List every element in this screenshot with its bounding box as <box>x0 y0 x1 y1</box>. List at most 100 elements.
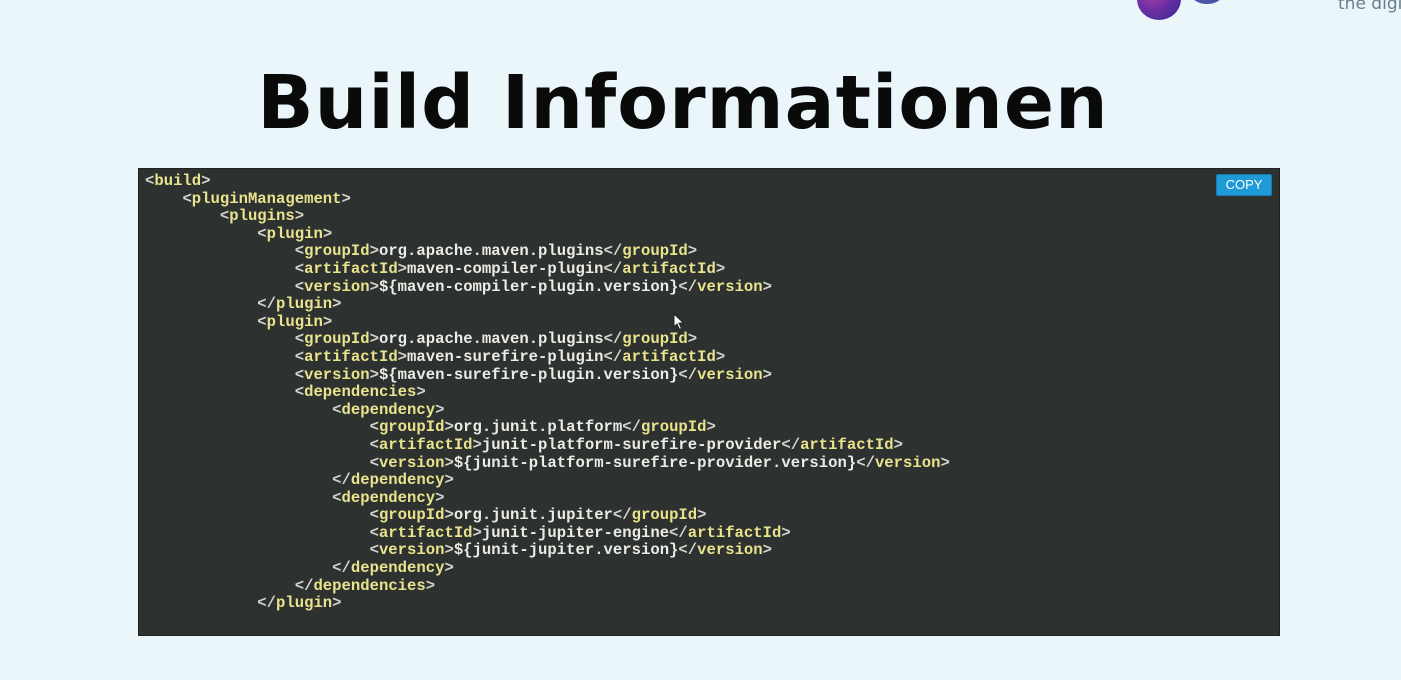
code-tag-name: pluginManagement <box>191 189 342 208</box>
code-text-value: maven-compiler-plugin <box>407 259 604 278</box>
code-line: <version>${maven-surefire-plugin.version… <box>145 365 950 385</box>
code-line: <version>${maven-compiler-plugin.version… <box>145 277 950 297</box>
code-punctuation: > <box>201 172 211 190</box>
brand-tagline: the digi <box>1338 0 1401 14</box>
code-punctuation: < <box>294 330 305 349</box>
code-punctuation: < <box>294 277 305 296</box>
code-punctuation: </ <box>257 295 277 314</box>
code-punctuation: < <box>332 488 342 507</box>
code-line: <dependency> <box>145 488 950 508</box>
code-punctuation: < <box>182 189 192 208</box>
code-tag-name: plugin <box>276 594 333 613</box>
code-line: <build> <box>145 172 950 191</box>
code-punctuation: > <box>444 541 454 560</box>
code-line: <groupId>org.junit.platform</groupId> <box>145 419 950 437</box>
code-line: <groupId>org.junit.jupiter</groupId> <box>145 506 950 525</box>
code-line: <plugin> <box>145 224 950 244</box>
code-tag-name: version <box>304 365 370 384</box>
code-tag-name: plugin <box>276 295 333 314</box>
code-lines: <build> <pluginManagement> <plugins> <pl… <box>145 172 950 613</box>
code-block[interactable]: COPY <build> <pluginManagement> <plugins… <box>138 168 1280 636</box>
code-tag-name: dependency <box>341 488 436 507</box>
code-punctuation: < <box>294 383 305 402</box>
code-punctuation: > <box>435 400 445 419</box>
code-punctuation: </ <box>332 559 351 578</box>
code-tag-name: dependency <box>341 400 436 419</box>
code-punctuation: < <box>294 242 305 261</box>
code-tag-name: version <box>697 365 763 384</box>
code-tag-name: artifactId <box>622 347 716 366</box>
code-punctuation: > <box>341 189 351 208</box>
code-punctuation: > <box>294 207 305 226</box>
code-line: <pluginManagement> <box>145 189 950 209</box>
code-text-value: org.junit.platform <box>453 418 623 437</box>
code-tag-name: artifactId <box>304 259 398 278</box>
code-punctuation: </ <box>678 277 698 296</box>
code-punctuation: > <box>762 365 773 384</box>
code-punctuation: > <box>369 330 379 349</box>
code-text-value: org.junit.jupiter <box>453 506 613 525</box>
code-punctuation: > <box>706 418 716 437</box>
code-text-value: ${junit-platform-surefire-provider.versi… <box>453 453 857 472</box>
code-punctuation: > <box>697 506 707 525</box>
code-punctuation: > <box>444 418 454 437</box>
code-tag-name: dependency <box>350 471 445 490</box>
code-tag-name: plugin <box>266 224 323 243</box>
code-line: <artifactId>junit-platform-surefire-prov… <box>145 435 950 455</box>
code-tag-name: dependencies <box>304 383 417 402</box>
code-tag-name: version <box>378 453 445 472</box>
code-tag-name: version <box>697 277 763 296</box>
code-tag-name: version <box>304 277 370 296</box>
code-line: <dependencies> <box>145 383 950 402</box>
code-punctuation: </ <box>612 506 632 525</box>
code-punctuation: </ <box>678 541 698 560</box>
code-punctuation: > <box>332 594 342 613</box>
code-punctuation: > <box>435 488 445 507</box>
code-line: <artifactId>junit-jupiter-engine</artifa… <box>145 523 950 543</box>
code-punctuation: > <box>444 506 454 525</box>
code-tag-name: plugin <box>266 312 323 331</box>
code-tag-name: groupId <box>304 330 370 349</box>
code-punctuation: > <box>715 347 726 366</box>
code-punctuation: < <box>145 172 155 190</box>
code-line: <artifactId>maven-surefire-plugin</artif… <box>145 347 950 367</box>
code-punctuation: > <box>781 523 791 542</box>
code-punctuation: > <box>687 330 698 349</box>
code-tag-name: groupId <box>378 506 445 525</box>
code-punctuation: </ <box>678 365 698 384</box>
brand-logo-secondary-icon <box>1192 0 1222 4</box>
code-tag-name: dependencies <box>313 576 426 595</box>
code-punctuation: < <box>257 224 267 243</box>
code-text-value: ${junit-jupiter.version} <box>453 541 679 560</box>
code-punctuation: < <box>294 259 305 278</box>
brand-logo-icon <box>1137 0 1181 20</box>
copy-button[interactable]: COPY <box>1216 174 1272 196</box>
code-punctuation: > <box>369 242 379 261</box>
code-line: </dependencies> <box>145 576 950 596</box>
code-tag-name: artifactId <box>800 435 894 454</box>
code-punctuation: > <box>322 224 333 243</box>
code-punctuation: </ <box>332 471 351 490</box>
code-tag-name: artifactId <box>378 523 473 542</box>
code-punctuation: > <box>332 295 342 314</box>
code-tag-name: artifactId <box>687 523 782 542</box>
code-punctuation: > <box>472 523 482 542</box>
code-text-value: junit-platform-surefire-provider <box>481 435 782 454</box>
code-text-value: maven-surefire-plugin <box>407 347 604 366</box>
code-line: </plugin> <box>145 594 950 613</box>
code-line: <version>${junit-jupiter.version}</versi… <box>145 542 950 560</box>
code-tag-name: version <box>378 541 445 560</box>
code-tag-name: groupId <box>622 242 688 261</box>
code-punctuation: > <box>369 365 379 384</box>
code-punctuation: > <box>762 277 773 296</box>
code-tag-name: artifactId <box>622 259 716 278</box>
code-punctuation: < <box>257 312 267 331</box>
code-tag-name: groupId <box>378 418 445 437</box>
code-punctuation: > <box>444 559 454 578</box>
code-listing: <build> <pluginManagement> <plugins> <pl… <box>145 172 950 613</box>
code-tag-name: groupId <box>622 330 688 349</box>
code-tag-name: groupId <box>304 242 370 261</box>
code-punctuation: < <box>294 347 305 366</box>
code-punctuation: </ <box>669 523 688 542</box>
code-punctuation: < <box>369 453 379 472</box>
